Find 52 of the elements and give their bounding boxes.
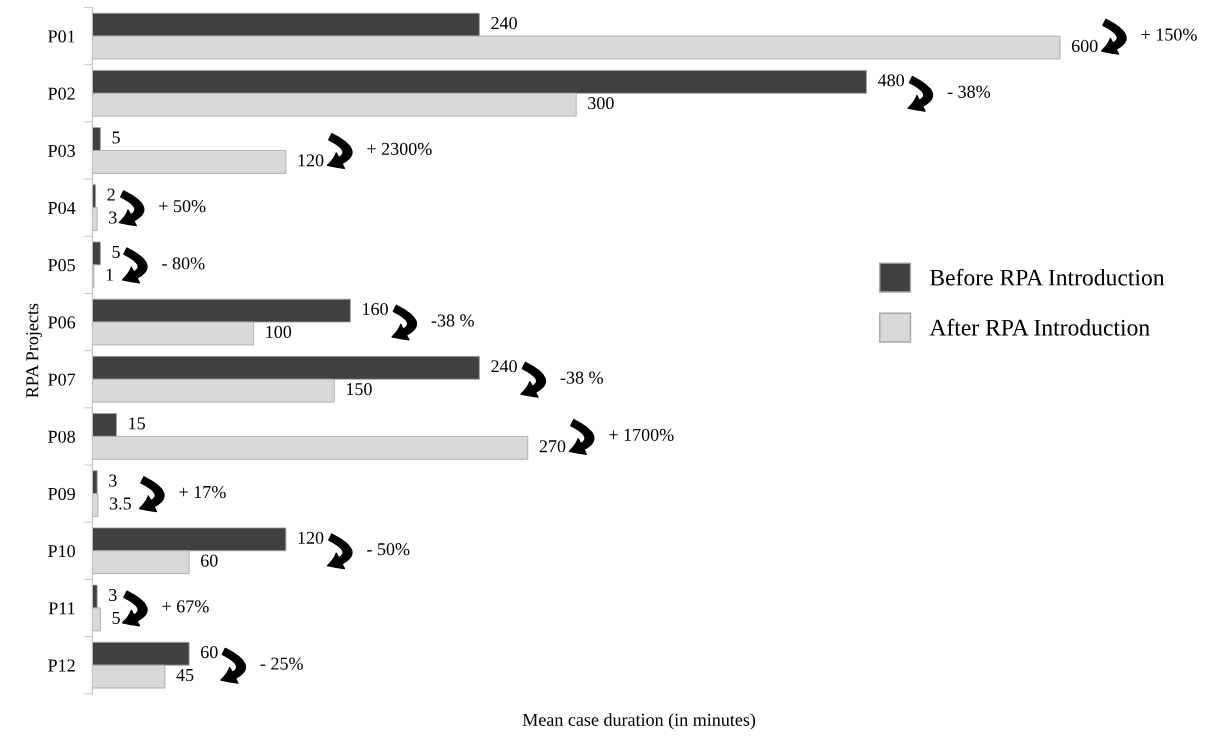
data-label: 5 <box>112 131 120 144</box>
data-label: 3 <box>109 474 117 487</box>
data-label: 3 <box>109 588 117 602</box>
annotation: -38 % <box>560 371 603 384</box>
y-tick-label: P07 <box>48 373 76 386</box>
x-axis-title: Mean case duration (in minutes) <box>522 713 756 730</box>
data-label: 3.5 <box>109 497 131 510</box>
y-axis-title: RPA Projects <box>26 303 43 398</box>
y-tick-label: P08 <box>48 430 75 443</box>
y-tick-label: P03 <box>48 144 75 157</box>
y-tick-label: P11 <box>48 602 75 615</box>
y-tick-label: P12 <box>48 659 75 672</box>
annotation: + 50% <box>159 199 206 213</box>
annotation: - 25% <box>260 657 303 670</box>
legend-label: After RPA Introduction <box>929 318 1150 336</box>
annotation: + 2300% <box>367 142 432 156</box>
annotation: + 17% <box>179 485 226 499</box>
data-label: 5 <box>112 611 120 624</box>
y-tick-label: P05 <box>48 259 75 272</box>
data-label: 480 <box>877 74 905 87</box>
y-tick-label: P04 <box>48 201 76 215</box>
data-label: 45 <box>176 669 194 682</box>
y-tick-label: P10 <box>48 545 75 558</box>
data-label: 270 <box>539 440 566 453</box>
data-label: 3 <box>109 211 117 224</box>
annotation: - 38% <box>947 85 991 98</box>
text: + 150% <box>1141 28 1197 41</box>
data-label: 300 <box>588 97 614 110</box>
legend-label: Before RPA Introduction <box>930 268 1165 286</box>
annotation: - 50% <box>367 543 410 556</box>
y-tick-label: P09 <box>48 487 75 501</box>
data-label: 150 <box>346 382 372 396</box>
data-label: 60 <box>201 554 218 567</box>
data-label: 2 <box>107 188 115 201</box>
data-label: 240 <box>491 360 517 373</box>
data-label: 60 <box>201 646 218 659</box>
y-tick-label: P02 <box>48 87 75 100</box>
annotation: - 80% <box>162 257 205 270</box>
y-tick-label: P06 <box>48 316 76 329</box>
data-label: 100 <box>266 325 292 338</box>
y-tick-label: P01 <box>48 30 75 43</box>
data-label: 120 <box>298 154 324 167</box>
data-label: 240 <box>491 16 517 30</box>
data-label: 15 <box>129 417 145 430</box>
annotation: + 1700% <box>609 428 674 441</box>
annotation: -38 % <box>431 314 474 327</box>
data-label: 1 <box>106 268 114 281</box>
data-label: 600 <box>1071 39 1098 53</box>
annotation: + 67% <box>162 600 209 613</box>
data-label: 5 <box>112 245 120 258</box>
data-label: 120 <box>298 531 324 544</box>
data-label: 160 <box>363 302 388 316</box>
